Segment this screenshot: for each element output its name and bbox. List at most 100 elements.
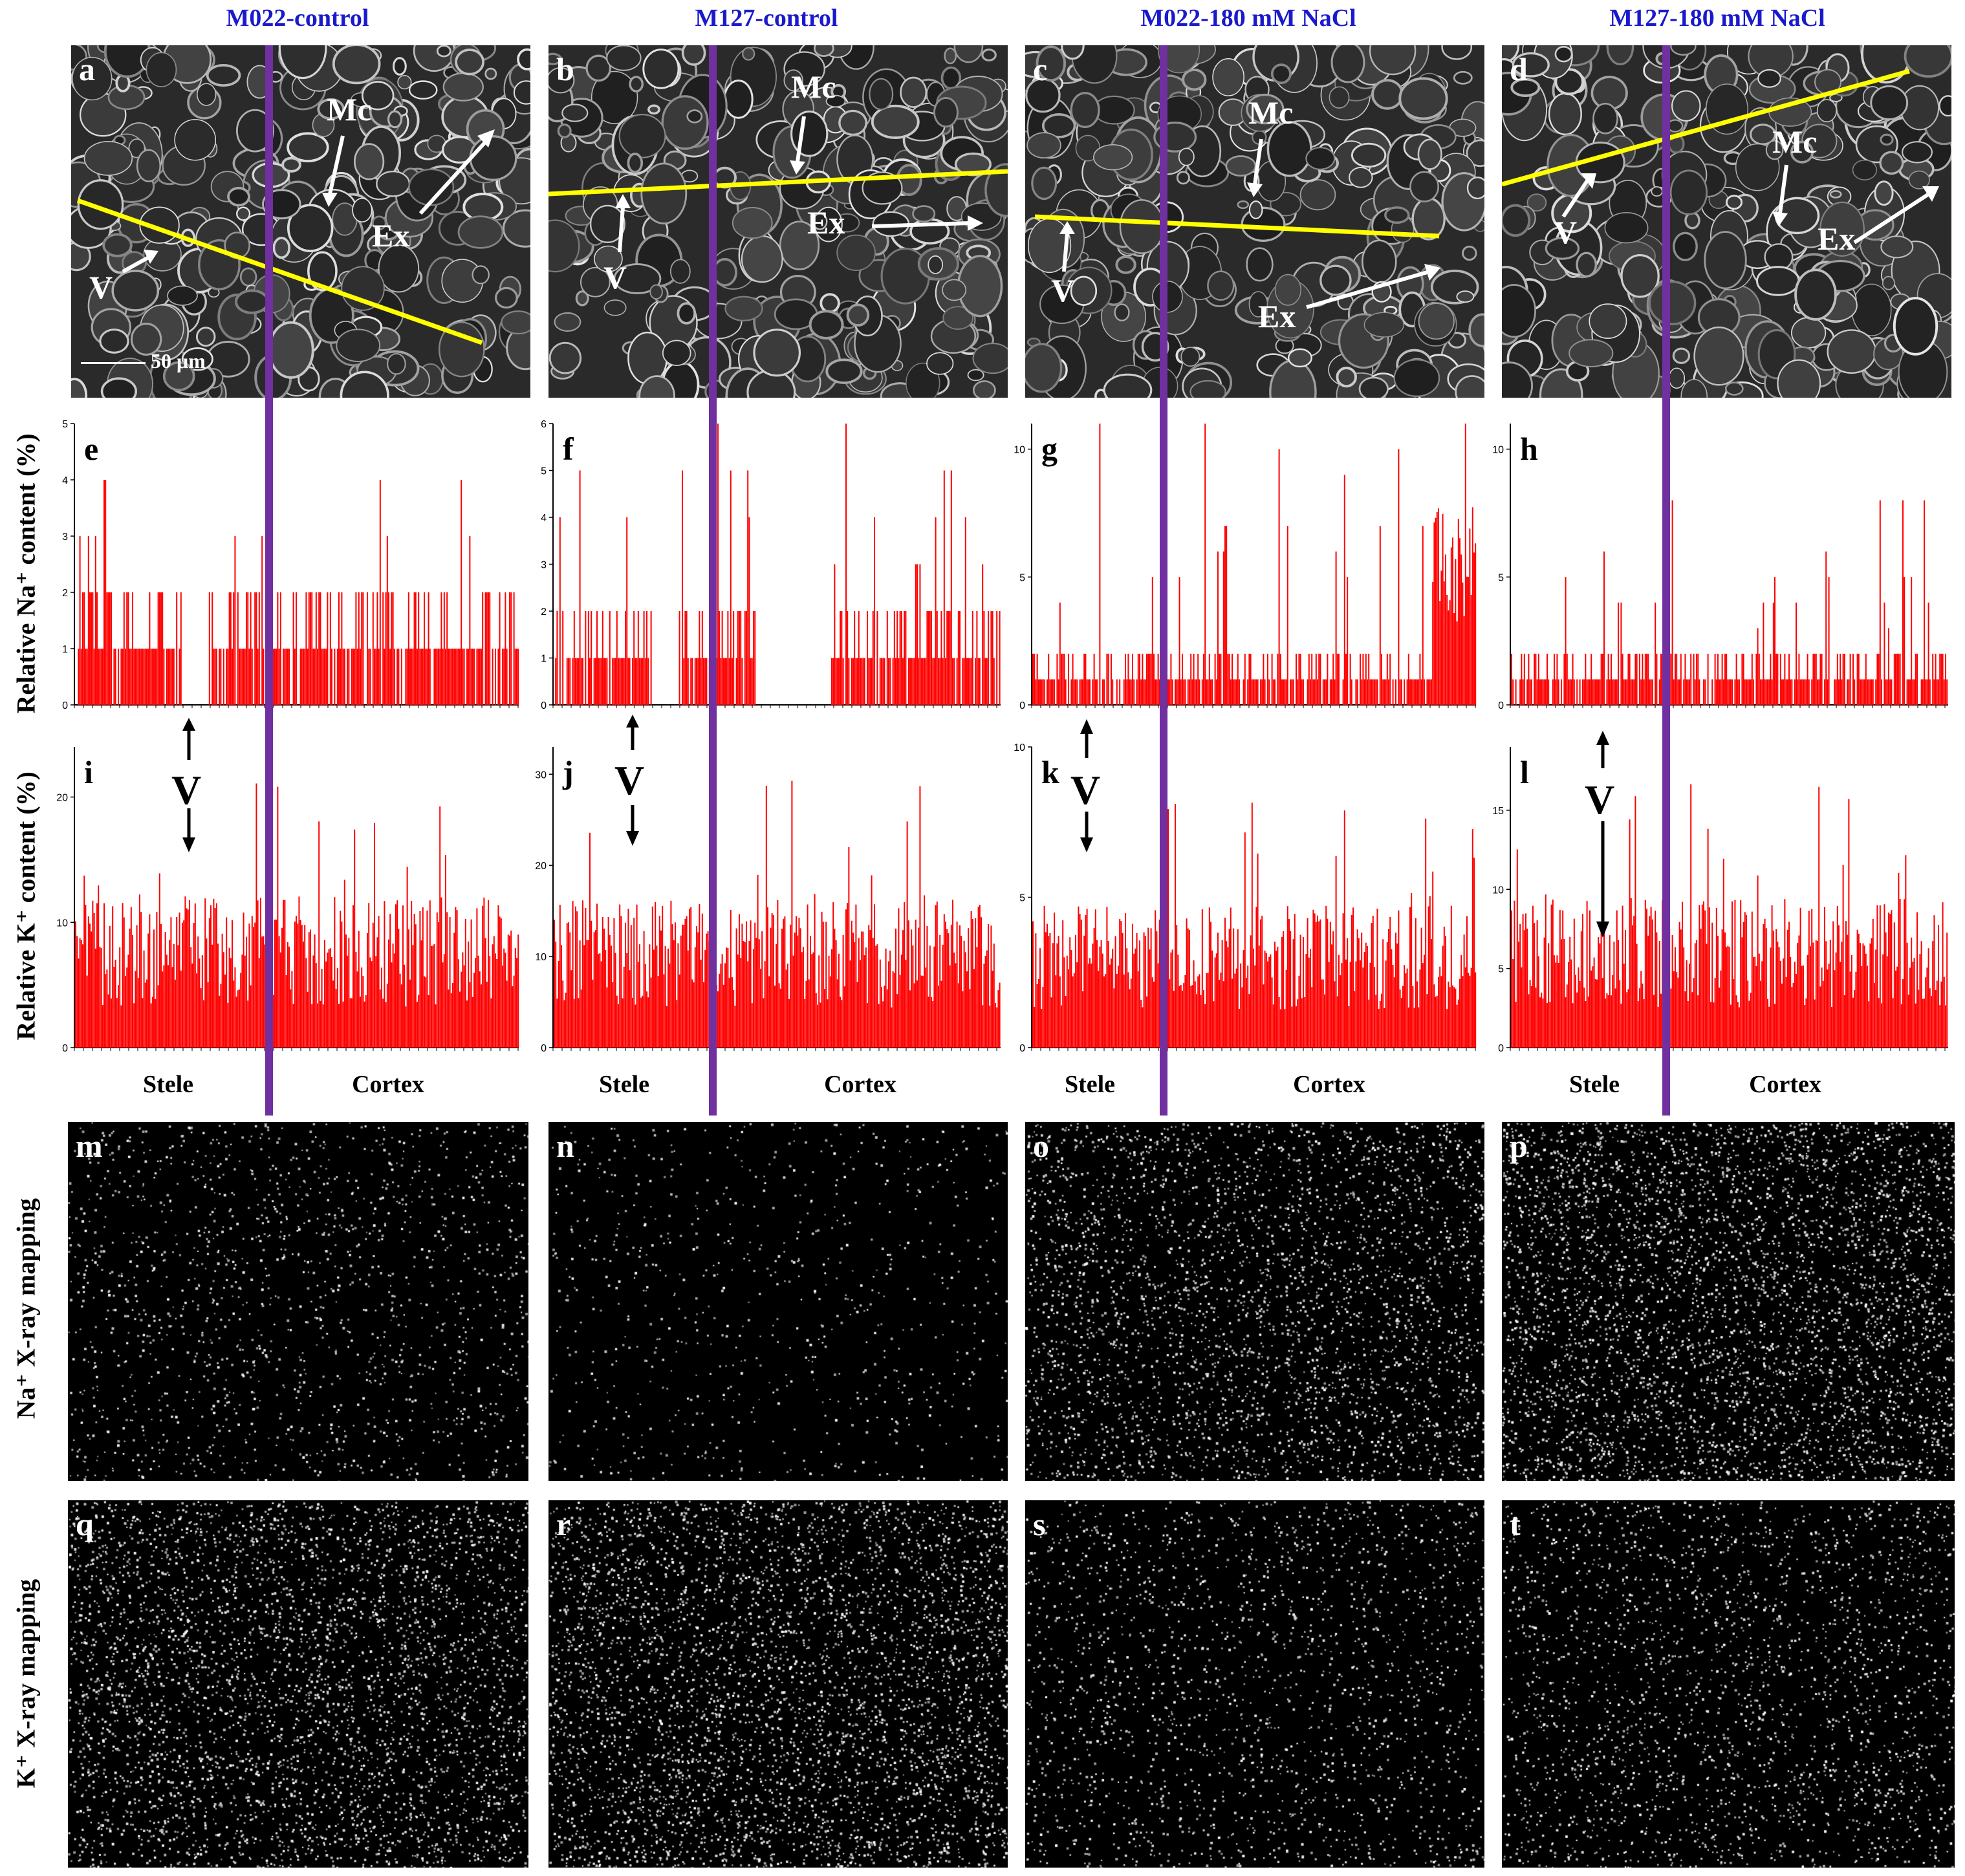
- chart-e: 0 1 2 3 4 5 e: [52, 414, 524, 724]
- feature-ex-a: Ex: [372, 217, 410, 253]
- sem-texture-a: [71, 45, 530, 398]
- chart-svg-h: 0 5 10: [1492, 424, 1948, 711]
- stele-label-4: Stele: [1569, 1071, 1620, 1098]
- panel-label-q: q: [76, 1506, 94, 1542]
- ytick-label-e-5: 5: [62, 419, 68, 430]
- scale-bar: 50 μm: [81, 349, 206, 373]
- ytick-label-j-3: 30: [535, 770, 547, 781]
- feature-v-b: V: [603, 259, 627, 296]
- panel-label-c: c: [1033, 51, 1048, 87]
- chart-g: 0 5 10 g: [1009, 414, 1481, 724]
- sem-overlay-d: [1502, 69, 1939, 244]
- ytick-label-l-2: 10: [1492, 885, 1504, 896]
- ytick-label-h-2: 10: [1492, 445, 1504, 456]
- sem-panel-c: c Mc Ex V: [1025, 45, 1484, 398]
- feature-v-c: V: [1051, 272, 1075, 308]
- panel-label-g: g: [1041, 431, 1058, 467]
- panel-label-i: i: [84, 754, 93, 790]
- feature-ex-d: Ex: [1818, 221, 1856, 257]
- map-dots-m: [68, 1122, 528, 1481]
- feature-mc-b: Mc: [791, 69, 836, 105]
- map-panel-q: q: [68, 1500, 528, 1868]
- chart-svg-j: 0 10 20 30: [535, 747, 1001, 1054]
- ytick-label-i-0: 0: [62, 1043, 68, 1054]
- sem-texture-d: [1502, 45, 1951, 398]
- stele-cortex-divider-3: [1160, 45, 1167, 1116]
- map-panel-r: r: [548, 1500, 1008, 1868]
- feature-mc-a: Mc: [327, 91, 372, 127]
- stele-cortex-divider-4: [1662, 45, 1670, 1116]
- ytick-label-k-1: 5: [1019, 893, 1025, 904]
- chart-axes-h: [1510, 424, 1948, 706]
- ylabel-k-content: Relative K⁺ content (%): [11, 771, 41, 1040]
- chart-svg-g: 0 5 10: [1014, 424, 1477, 711]
- panel-label-n: n: [556, 1128, 574, 1164]
- chart-bars-i: [75, 783, 519, 1048]
- map-dots-q: [68, 1500, 528, 1868]
- column-title-2: M127-control: [695, 5, 838, 32]
- map-dots-n: [548, 1122, 1008, 1481]
- map-dots-t: [1502, 1500, 1955, 1868]
- column-title-3: M022-180 mM NaCl: [1140, 5, 1356, 32]
- panel-label-e: e: [84, 431, 99, 467]
- ytick-label-f-1: 1: [541, 654, 547, 665]
- ylabel-na-content: Relative Na⁺ content (%): [11, 433, 41, 714]
- chart-k: 0 5 10 k: [1009, 737, 1481, 1073]
- ytick-label-l-1: 5: [1498, 964, 1504, 975]
- feature-v-a: V: [89, 269, 113, 305]
- ytick-label-g-1: 5: [1019, 572, 1025, 583]
- map-dots-o: [1025, 1122, 1484, 1481]
- ytick-label-f-3: 3: [541, 560, 547, 571]
- ytick-label-i-2: 20: [56, 793, 68, 804]
- column-title-1: M022-control: [226, 5, 369, 32]
- vessel-marker-2: V: [614, 757, 645, 803]
- map-panel-o: o: [1025, 1122, 1484, 1481]
- map-dots-s: [1025, 1500, 1484, 1868]
- map-dots-r: [548, 1500, 1008, 1868]
- panel-label-k: k: [1041, 754, 1059, 790]
- panel-label-l: l: [1520, 754, 1529, 790]
- ytick-label-k-0: 0: [1019, 1043, 1025, 1054]
- panel-label-t: t: [1510, 1506, 1521, 1542]
- panel-label-a: a: [79, 51, 95, 87]
- sem-panel-d: d Mc Ex V: [1502, 45, 1951, 398]
- ytick-label-g-0: 0: [1019, 700, 1025, 711]
- ylabel-na-map: Na⁺ X-ray mapping: [11, 1198, 41, 1419]
- stele-cortex-divider-2: [709, 45, 717, 1116]
- panel-label-r: r: [556, 1506, 571, 1542]
- ytick-label-f-0: 0: [541, 700, 547, 711]
- sem-overlay-a: [76, 129, 495, 345]
- stele-label-1: Stele: [142, 1071, 194, 1098]
- ytick-label-e-4: 4: [62, 475, 68, 486]
- chart-svg-i: 0 10 20: [56, 747, 519, 1054]
- chart-i: 0 10 20 i: [52, 737, 524, 1073]
- chart-j: 0 10 20 30 j: [530, 737, 1006, 1073]
- stele-label-2: Stele: [598, 1071, 650, 1098]
- chart-bars-f: [555, 424, 1001, 705]
- ytick-label-j-1: 10: [535, 952, 547, 963]
- cortex-label-4: Cortex: [1749, 1071, 1821, 1098]
- cortex-label-1: Cortex: [352, 1071, 424, 1098]
- ytick-label-j-2: 20: [535, 861, 547, 872]
- chart-bars-l: [1511, 784, 1948, 1048]
- map-panel-m: m: [68, 1122, 528, 1481]
- chart-svg-f: 0 1 2 3 4 5 6: [541, 419, 1001, 711]
- panel-label-s: s: [1033, 1506, 1046, 1542]
- feature-mc-d: Mc: [1772, 124, 1818, 160]
- chart-h: 0 5 10 h: [1488, 414, 1953, 724]
- chart-bars-k: [1032, 803, 1477, 1048]
- ytick-label-j-0: 0: [541, 1043, 547, 1054]
- sem-texture-c: [1025, 45, 1484, 398]
- panel-label-j: j: [563, 754, 574, 790]
- chart-svg-l: 0 5 10 15: [1492, 747, 1948, 1054]
- ytick-label-l-0: 0: [1498, 1043, 1504, 1054]
- ytick-label-f-2: 2: [541, 607, 547, 618]
- panel-label-o: o: [1033, 1128, 1049, 1164]
- ytick-label-g-2: 10: [1014, 445, 1025, 456]
- ytick-label-f-4: 4: [541, 513, 547, 524]
- column-title-4: M127-180 mM NaCl: [1609, 5, 1825, 32]
- panel-label-m: m: [76, 1128, 103, 1164]
- vessel-marker-3: V: [1070, 767, 1101, 813]
- panel-label-h: h: [1520, 431, 1538, 467]
- chart-f: 0 1 2 3 4 5 6 f: [530, 414, 1006, 724]
